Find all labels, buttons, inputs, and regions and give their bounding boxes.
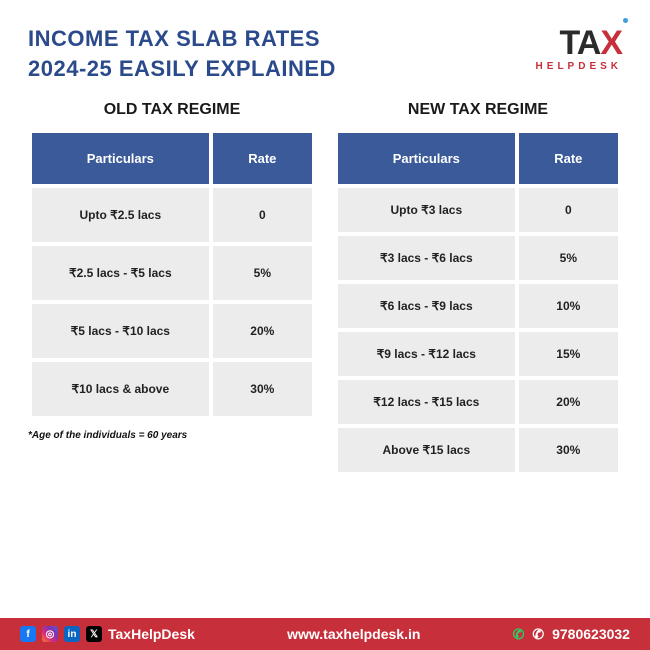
- table-row: ₹10 lacs & above30%: [32, 362, 312, 416]
- footnote: *Age of the individuals = 60 years: [28, 430, 316, 441]
- logo: TAX HELPDESK: [536, 24, 622, 72]
- facebook-icon[interactable]: f: [20, 626, 36, 642]
- x-icon[interactable]: 𝕏: [86, 626, 102, 642]
- old-regime-title: OLD TAX REGIME: [28, 101, 316, 119]
- table-row: Upto ₹2.5 lacs0: [32, 188, 312, 242]
- table-row: ₹3 lacs - ₹6 lacs5%: [338, 236, 618, 280]
- table-row: ₹6 lacs - ₹9 lacs10%: [338, 284, 618, 328]
- whatsapp-icon: ✆: [513, 626, 525, 643]
- phone-number[interactable]: 9780623032: [552, 626, 630, 642]
- new-th-rate: Rate: [519, 133, 618, 184]
- table-row: ₹12 lacs - ₹15 lacs20%: [338, 380, 618, 424]
- title-line1: INCOME TAX SLAB RATES: [28, 24, 336, 54]
- linkedin-icon[interactable]: in: [64, 626, 80, 642]
- table-row: Upto ₹3 lacs0: [338, 188, 618, 232]
- title-line2: 2024-25 EASILY EXPLAINED: [28, 54, 336, 84]
- website-link[interactable]: www.taxhelpdesk.in: [287, 626, 420, 642]
- instagram-icon[interactable]: ◎: [42, 626, 58, 642]
- footer: f ◎ in 𝕏 TaxHelpDesk www.taxhelpdesk.in …: [0, 618, 650, 650]
- old-regime-table: Particulars Rate Upto ₹2.5 lacs0 ₹2.5 la…: [28, 129, 316, 420]
- old-th-particulars: Particulars: [32, 133, 209, 184]
- table-row: ₹9 lacs - ₹12 lacs15%: [338, 332, 618, 376]
- table-row: ₹2.5 lacs - ₹5 lacs5%: [32, 246, 312, 300]
- new-regime-title: NEW TAX REGIME: [334, 101, 622, 119]
- social-handle: TaxHelpDesk: [108, 626, 195, 642]
- logo-subtext: HELPDESK: [536, 61, 622, 72]
- new-regime-table: Particulars Rate Upto ₹3 lacs0 ₹3 lacs -…: [334, 129, 622, 476]
- page-title: INCOME TAX SLAB RATES 2024-25 EASILY EXP…: [28, 24, 336, 83]
- new-regime-column: NEW TAX REGIME Particulars Rate Upto ₹3 …: [334, 101, 622, 476]
- table-row: Above ₹15 lacs30%: [338, 428, 618, 472]
- old-th-rate: Rate: [213, 133, 312, 184]
- logo-x: X: [600, 24, 622, 62]
- logo-text: TA: [560, 24, 601, 62]
- old-regime-column: OLD TAX REGIME Particulars Rate Upto ₹2.…: [28, 101, 316, 476]
- phone-icon: ✆: [532, 626, 544, 643]
- new-th-particulars: Particulars: [338, 133, 515, 184]
- table-row: ₹5 lacs - ₹10 lacs20%: [32, 304, 312, 358]
